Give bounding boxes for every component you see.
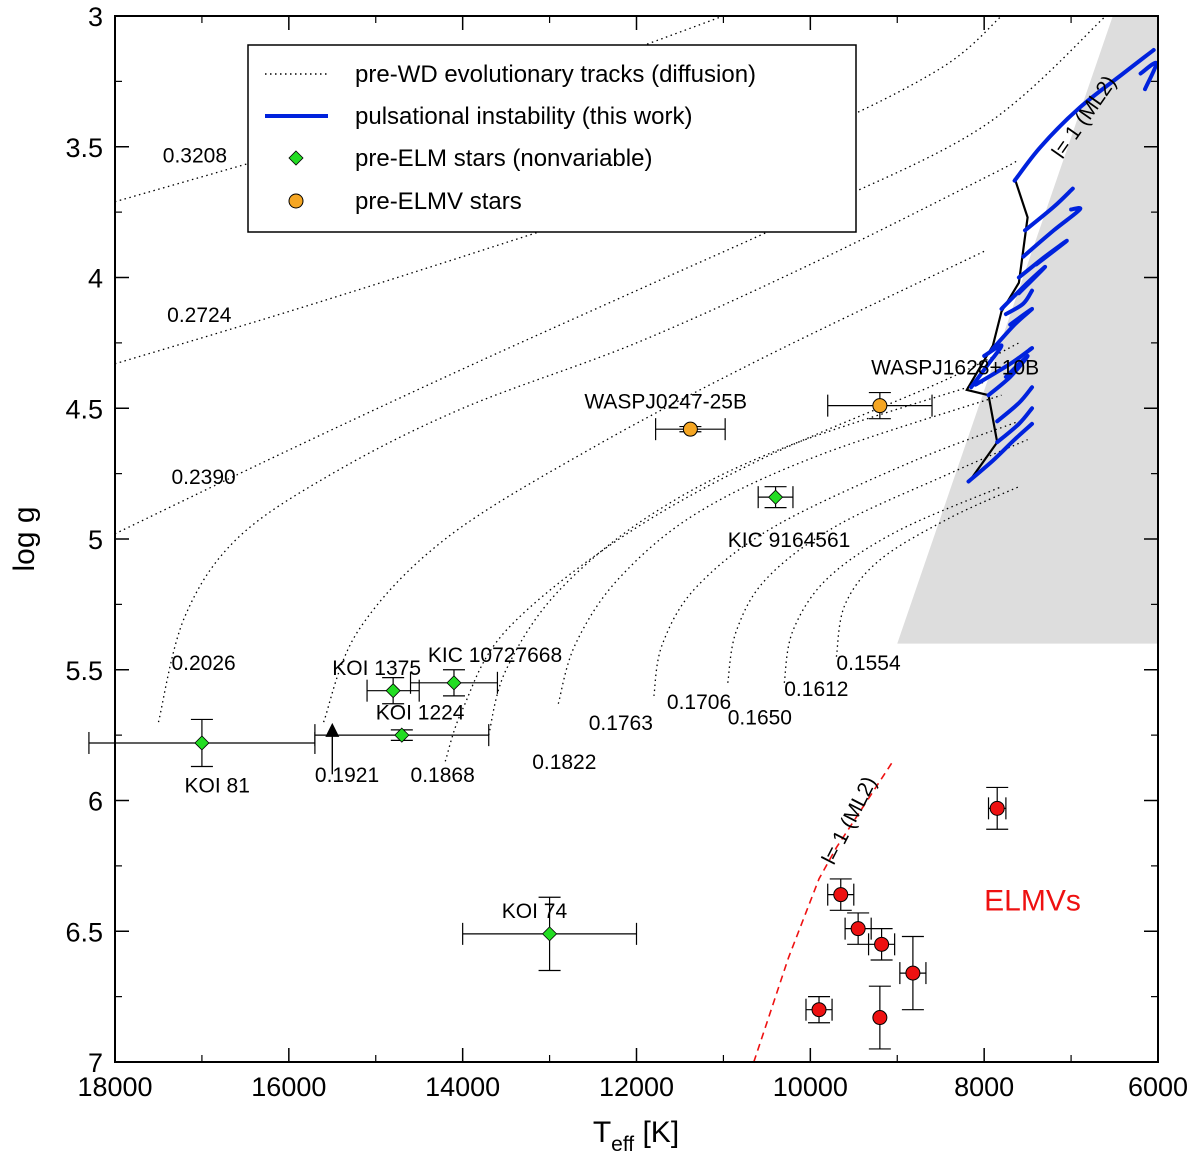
elmv-star-3-marker — [874, 936, 890, 952]
track-label-0.1650: 0.1650 — [728, 707, 792, 730]
star-label-koi-1224: KOI 1224 — [376, 701, 465, 724]
legend-label-pre-elmv: pre-ELMV stars — [355, 188, 522, 215]
track-label-0.2026: 0.2026 — [171, 652, 235, 675]
elmvs-label: ELMVs — [984, 884, 1081, 917]
star-label-kic-9164561: KIC 9164561 — [728, 529, 851, 552]
legend-label-tracks: pre-WD evolutionary tracks (diffusion) — [355, 61, 756, 88]
star-label-koi-1375: KOI 1375 — [332, 657, 421, 680]
instability-segment-8 — [969, 343, 1004, 390]
pre-elm-star-4-marker — [542, 926, 558, 942]
track-0.1921 — [322, 250, 985, 723]
track-label-0.2724: 0.2724 — [167, 304, 232, 327]
instability-segment-11 — [995, 385, 1034, 424]
star-label-koi-74: KOI 74 — [502, 900, 568, 923]
red-edge-line — [753, 760, 894, 1062]
x-tick-label-8000: 8000 — [954, 1072, 1014, 1102]
data-points-layer — [88, 391, 1009, 1050]
x-tick-label-18000: 18000 — [77, 1072, 152, 1102]
track-label-0.2390: 0.2390 — [171, 466, 235, 489]
track-0.1822 — [488, 381, 985, 736]
y-tick-label-6.5: 6.5 — [65, 917, 103, 947]
star-label-koi-81: KOI 81 — [185, 775, 250, 798]
y-tick-label-3: 3 — [88, 2, 103, 32]
track-label-0.1554: 0.1554 — [836, 652, 901, 675]
track-0.1763 — [557, 394, 1002, 704]
y-tick-label-6: 6 — [88, 787, 103, 817]
instability-segment-4 — [1016, 238, 1069, 280]
y-tick-label-7: 7 — [88, 1048, 103, 1078]
track-0.1650 — [727, 439, 1028, 683]
pre-elm-star-0-marker — [194, 735, 210, 751]
track-label-0.1822: 0.1822 — [532, 751, 596, 774]
instability-segment-5 — [999, 264, 1048, 311]
track-label-0.1921: 0.1921 — [315, 764, 379, 787]
pre-elm-star-2-marker — [394, 727, 410, 743]
elmv-star-1-marker — [833, 887, 849, 903]
instability-segment-0 — [1012, 48, 1156, 183]
pre-elmv-star-0-marker — [682, 421, 698, 437]
pre-elmv-star-1-marker — [872, 398, 888, 414]
star-label-kic-10727668: KIC 10727668 — [428, 644, 562, 667]
track-0.1868 — [444, 342, 1020, 762]
track-label-0.1706: 0.1706 — [667, 691, 731, 714]
x-tick-label-6000: 6000 — [1128, 1072, 1188, 1102]
legend: pre-WD evolutionary tracks (diffusion) p… — [247, 44, 857, 233]
elmv-star-6-marker — [872, 1010, 888, 1026]
red-edge-label: l= 1 (ML2) — [818, 773, 882, 868]
y-tick-label-5: 5 — [88, 525, 103, 555]
instability-segment-2 — [1023, 186, 1075, 233]
instability-boundary — [965, 177, 1029, 480]
x-tick-label-14000: 14000 — [425, 1072, 500, 1102]
pre-elm-star-3-marker — [446, 675, 462, 691]
instability-segment-1 — [1138, 60, 1158, 92]
elmv-star-5-marker — [811, 1002, 827, 1018]
legend-swatch-pre-elm — [288, 150, 304, 166]
track-0.2026 — [157, 159, 1020, 723]
y-tick-label-4.5: 4.5 — [65, 394, 103, 424]
elmv-star-4-marker — [905, 965, 921, 981]
instability-segment-10 — [986, 353, 1030, 398]
axis-ticks: 18000 16000 14000 12000 10000 8000 6000 3 3.5 4 4.… — [65, 2, 1188, 1102]
track-0.1554 — [835, 486, 1020, 657]
x-tick-label-16000: 16000 — [251, 1072, 326, 1102]
instability-segment-13 — [966, 421, 1034, 484]
pre-elm-star-1-marker — [385, 683, 401, 699]
track-label-0.1763: 0.1763 — [589, 712, 653, 735]
instability-region — [897, 16, 1158, 644]
instability-segment-7 — [989, 306, 1035, 353]
y-tick-label-3.5: 3.5 — [65, 133, 103, 163]
track-0.1612 — [783, 486, 1002, 683]
red-edge-layer — [753, 760, 894, 1062]
legend-box — [247, 44, 857, 233]
track-label-0.3208: 0.3208 — [163, 144, 227, 167]
instability-segment-6 — [1003, 288, 1034, 317]
track-0.2724 — [115, 16, 1002, 365]
x-axis-title: Teff [K] — [593, 1116, 679, 1156]
y-tick-label-4: 4 — [88, 264, 103, 294]
track-0.2390 — [115, 16, 1107, 535]
instability-segment-9 — [973, 346, 1035, 387]
pre-elm-star-5-marker — [768, 489, 784, 505]
instability-strip-layer — [965, 48, 1158, 484]
y-axis-title: log g — [8, 506, 41, 571]
legend-label-pre-elm: pre-ELM stars (nonvariable) — [355, 145, 652, 172]
elmv-star-2-marker — [850, 921, 866, 937]
instability-segment-12 — [995, 406, 1034, 445]
star-label-waspj0247: WASPJ0247-25B — [584, 390, 747, 413]
y-tick-label-5.5: 5.5 — [65, 656, 103, 686]
track-label-0.1612: 0.1612 — [784, 678, 848, 701]
legend-label-instability: pulsational instability (this work) — [355, 103, 692, 130]
star-label-waspj1628: WASPJ1628+10B — [871, 356, 1039, 379]
track-label-0.1868: 0.1868 — [411, 764, 475, 787]
x-tick-label-12000: 12000 — [599, 1072, 674, 1102]
track-0.1706 — [653, 420, 1020, 697]
elmv-star-0-marker — [989, 800, 1005, 816]
instability-segment-3 — [1021, 205, 1083, 259]
evolutionary-tracks-layer — [115, 16, 1107, 762]
legend-swatch-pre-elmv — [288, 193, 304, 209]
x-tick-label-10000: 10000 — [773, 1072, 848, 1102]
instability-region-layer — [897, 16, 1158, 644]
